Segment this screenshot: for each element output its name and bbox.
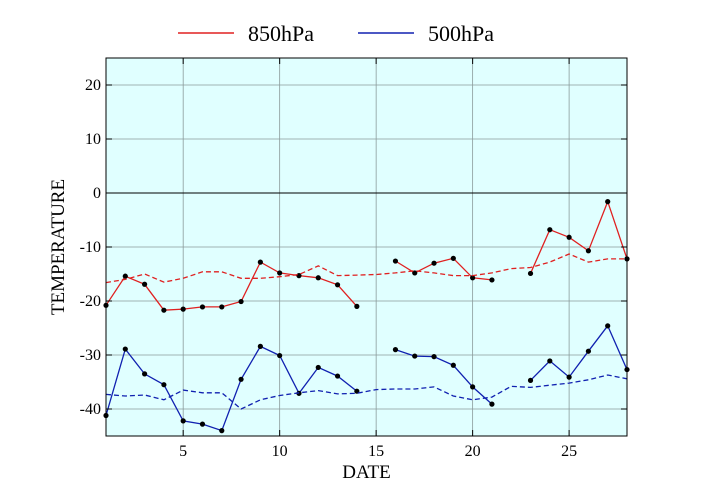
y-axis-ticks: -40 -30 -20 -10 0 10 20 (80, 77, 627, 418)
y-tick-label: -30 (80, 347, 101, 364)
y-tick-label: -20 (80, 293, 101, 310)
data-point (122, 346, 128, 352)
legend-item: 500hPa (358, 21, 494, 46)
data-point (334, 373, 341, 379)
data-point (354, 303, 360, 309)
legend-item: 850hPa (178, 21, 314, 46)
x-tick-label: 5 (179, 443, 187, 460)
series-500hPa (103, 323, 630, 434)
series-layer (103, 199, 630, 434)
x-tick-label: 10 (272, 443, 288, 460)
data-point (605, 199, 611, 205)
series-line (395, 348, 493, 405)
data-point (199, 304, 206, 310)
data-point (161, 307, 167, 313)
y-axis-title: TEMPERATURE (48, 179, 69, 315)
series-line (105, 253, 627, 284)
data-point (238, 298, 244, 305)
data-point (412, 270, 418, 276)
series-line (105, 261, 358, 311)
data-point (450, 255, 456, 261)
data-point (470, 384, 476, 390)
data-point (566, 234, 572, 240)
y-tick-label: -40 (80, 401, 101, 418)
data-point (296, 273, 302, 279)
legend-label: 850hPa (248, 21, 314, 46)
data-point (180, 418, 186, 424)
data-point (315, 364, 321, 371)
x-tick-label: 20 (465, 443, 481, 460)
legend: 850hPa 500hPa (178, 21, 494, 46)
data-point (431, 354, 437, 360)
data-point (122, 273, 128, 279)
data-point (566, 374, 572, 380)
x-axis-ticks: 5 10 15 20 25 (179, 58, 577, 460)
x-axis-title: DATE (342, 462, 391, 483)
data-point (527, 270, 534, 277)
data-point (257, 343, 263, 349)
data-point (219, 304, 225, 310)
data-point (141, 281, 148, 287)
series-line (105, 374, 628, 410)
x-tick-label: 25 (561, 443, 577, 460)
data-point (392, 347, 399, 353)
y-tick-label: 20 (85, 77, 101, 94)
data-point (470, 275, 476, 281)
data-point (412, 353, 418, 359)
data-point (431, 260, 437, 266)
data-point (450, 362, 456, 368)
data-point (527, 377, 534, 383)
data-point (489, 401, 495, 407)
data-point (315, 275, 321, 281)
data-point (199, 421, 206, 427)
series-line (530, 324, 628, 381)
y-tick-label: 10 (85, 131, 101, 148)
series-reference-3 (105, 374, 628, 410)
data-point (277, 352, 283, 359)
data-point (161, 382, 167, 388)
data-point (547, 358, 553, 364)
data-point (585, 248, 592, 254)
data-point (219, 428, 225, 434)
grid-lines (106, 58, 627, 436)
data-point (585, 348, 592, 354)
data-point (277, 270, 283, 276)
data-point (334, 282, 341, 288)
x-tick-label: 15 (368, 443, 384, 460)
data-point (238, 376, 244, 382)
data-point (489, 277, 495, 283)
data-point (180, 306, 186, 312)
series-line (529, 199, 628, 274)
series-line (105, 345, 358, 432)
series-reference-2 (105, 253, 627, 284)
data-point (392, 258, 399, 264)
y-tick-label: 0 (93, 185, 101, 202)
data-point (141, 371, 148, 377)
data-point (547, 227, 553, 233)
legend-label: 500hPa (428, 21, 494, 46)
series-850hPa (103, 199, 630, 313)
data-point (257, 259, 263, 265)
data-point (605, 323, 611, 329)
y-tick-label: -10 (80, 239, 101, 256)
